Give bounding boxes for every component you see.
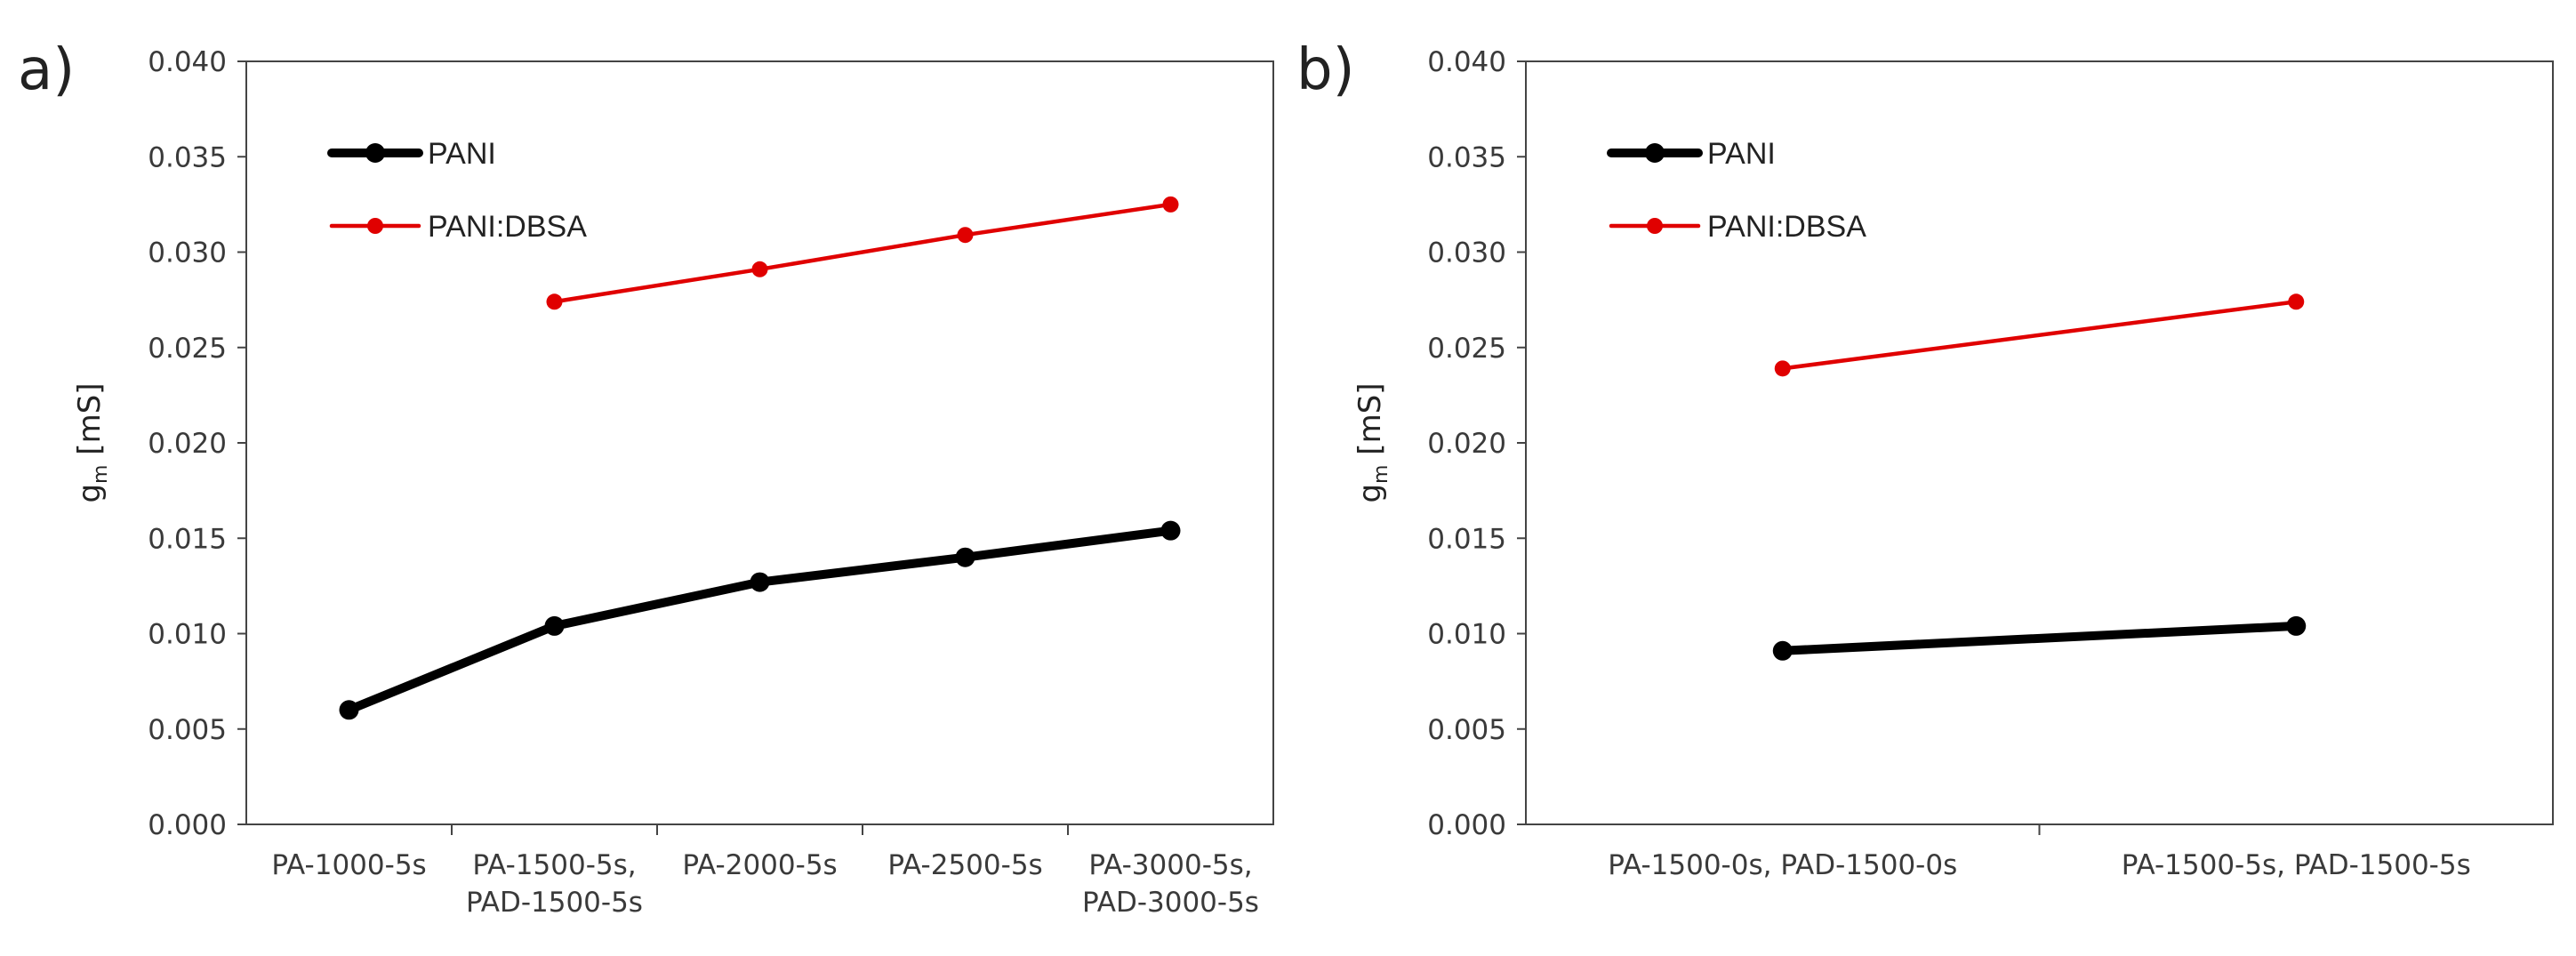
y-tick-label: 0.000 [1427,809,1506,841]
legend-marker [367,218,383,234]
data-point [2286,615,2307,636]
y-axis-title: gm [mS] [72,382,112,502]
y-axis-title-symbol: g [72,484,108,503]
y-tick-label: 0.020 [148,428,227,460]
x-category-label-line: PA-1500-0s, PAD-1500-0s [1608,849,1957,881]
series-line-pani [344,526,1176,715]
x-category-label-line: PA-1500-5s, [472,849,636,881]
x-category-label: PA-1500-5s, PAD-1500-5s [466,849,643,919]
data-point [1774,360,1791,377]
x-category-label-line: PA-1000-5s [271,849,426,881]
legend-marker [365,143,385,163]
y-axis-title-subscript: m [1370,465,1392,484]
data-point [750,572,770,592]
y-tick-label: 0.010 [1427,619,1506,651]
y-tick-label: 0.035 [1427,141,1506,173]
y-tick-label: 0.015 [1427,523,1506,555]
x-category-label-line: PA-2000-5s [682,849,837,881]
y-axis-title-symbol: g [1352,484,1388,503]
data-point [546,293,563,310]
x-category-label: PA-2500-5s [887,849,1042,881]
chart-panel-a: a) 0.000 0.005 0.010 0.015 0.020 0.025 0.030 0.0… [18,37,1274,919]
y-tick-label: 0.035 [148,141,227,173]
series-line-pani-dbsa [552,202,1173,304]
y-tick-label: 0.030 [1427,237,1506,269]
y-tick-label: 0.025 [1427,333,1506,365]
data-point [955,547,975,567]
y-axis-title-unit: [mS] [72,382,108,464]
legend-label: PANI:DBSA [428,210,587,244]
plot-area-frame [1525,60,2554,825]
data-point [751,261,768,277]
x-category-label-line: PA-3000-5s, [1088,849,1252,881]
panel-label: b) [1296,37,1355,103]
y-tick-label: 0.020 [1427,428,1506,460]
x-category-label: PA-1000-5s [271,849,426,881]
data-point [1160,520,1181,541]
data-point [1772,640,1793,661]
legend-label: PANI [428,137,496,171]
x-category-label: PA-3000-5s, PAD-3000-5s [1082,849,1259,919]
x-category-label-line: PA-2500-5s [887,849,1042,881]
x-category-label-line: PA-1500-5s, PAD-1500-5s [2122,849,2471,881]
y-axis-title-unit: [mS] [1352,382,1388,464]
y-tick-label: 0.025 [148,333,227,365]
x-category-label-line: PAD-1500-5s [466,887,643,919]
x-category-label: PA-2000-5s [682,849,837,881]
series-line-pani [1778,621,2301,655]
y-tick-label: 0.000 [148,809,227,841]
series-line-pani-dbsa [1780,300,2299,371]
y-axis-title-subscript: m [90,465,112,484]
chart-panel-b: b) 0.000 0.005 0.010 0.015 0.020 0.025 0.030 0.0… [1296,37,2554,881]
data-point [544,615,565,636]
legend-label: PANI [1707,137,1776,171]
y-tick-label: 0.040 [148,46,227,78]
plot-area-frame [245,60,1274,825]
y-tick-label: 0.010 [148,619,227,651]
data-point [2288,293,2305,310]
y-tick-label: 0.030 [148,237,227,269]
legend-marker [1647,218,1663,234]
y-axis-title: gm [mS] [1352,382,1392,502]
x-category-label-line: PAD-3000-5s [1082,887,1259,919]
panel-label: a) [18,37,75,103]
data-point [1162,196,1179,213]
x-category-label: PA-1500-5s, PAD-1500-5s [2122,849,2471,881]
data-point [957,227,974,244]
legend-label: PANI:DBSA [1707,210,1866,244]
x-category-label: PA-1500-0s, PAD-1500-0s [1608,849,1957,881]
data-point [339,700,359,720]
y-tick-label: 0.005 [1427,714,1506,746]
y-tick-label: 0.005 [148,714,227,746]
y-tick-label: 0.015 [148,523,227,555]
legend-marker [1645,143,1665,163]
y-tick-label: 0.040 [1427,46,1506,78]
